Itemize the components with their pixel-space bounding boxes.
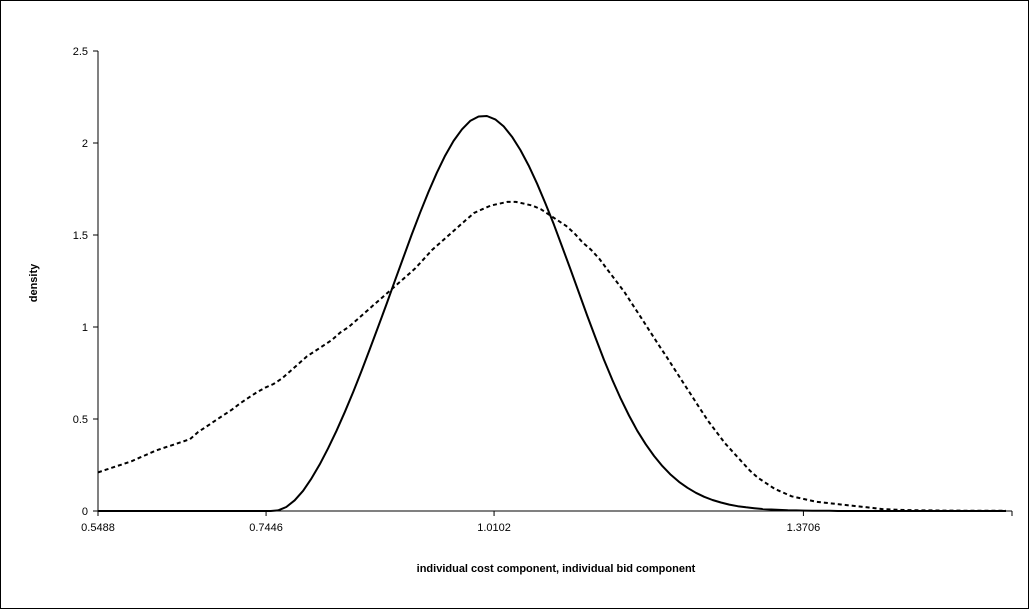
y-tick-label: 1.5: [73, 230, 88, 242]
y-tick-label: 2.5: [73, 46, 88, 58]
series-dashed-line: [97, 200, 1006, 512]
y-tick-label: 2: [82, 138, 88, 150]
x-tick-label: 0.7446: [249, 522, 283, 534]
y-tick-label: 0.5: [73, 414, 88, 426]
series-solid-line: [98, 115, 1006, 512]
y-tick-label: 0: [82, 506, 88, 518]
x-tick-label: 0.5488: [81, 522, 115, 534]
y-tick-label: 1: [82, 322, 88, 334]
x-tick-label: 1.3706: [787, 522, 821, 534]
series-lines: [97, 115, 1006, 512]
axes: [97, 51, 1012, 512]
ticks: 0 0.5 1 1.5 2 2.5 0.5488 0.7446 1.0102 1.3706: [73, 46, 1013, 534]
x-tick-label: 1.0102: [477, 522, 511, 534]
x-axis-title: individual cost component, individual bi…: [417, 563, 696, 575]
y-axis-title: density: [28, 263, 40, 302]
